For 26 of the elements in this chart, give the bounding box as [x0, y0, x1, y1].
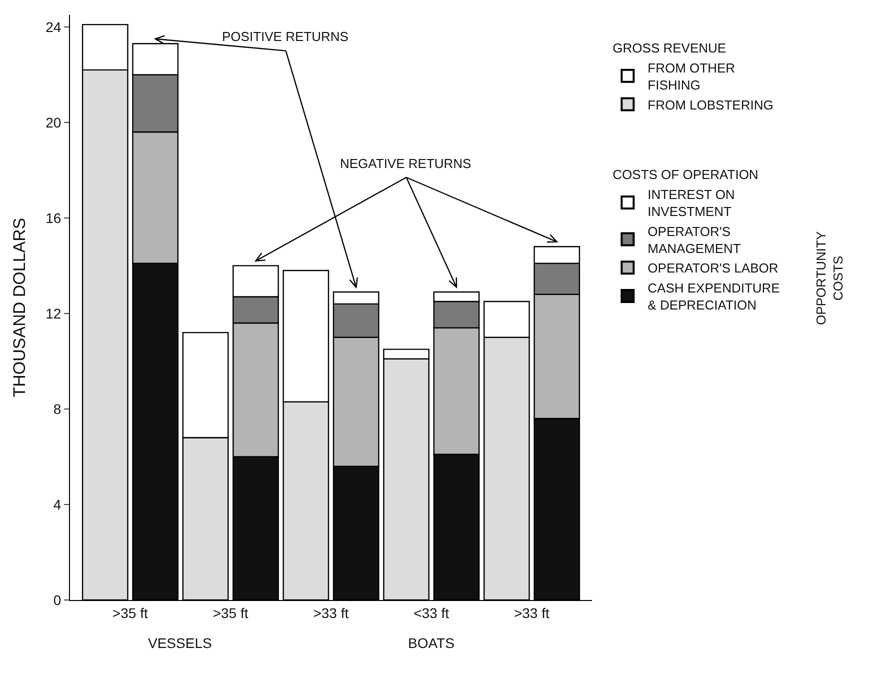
legend-label: OPERATOR'S MANAGEMENT — [648, 224, 741, 256]
x-tick-label: <33 ft — [414, 604, 450, 621]
y-tick-label: 0 — [53, 592, 62, 608]
legend-label: FROM OTHER FISHING — [648, 60, 736, 92]
text: OPPORTUNITY COSTS — [814, 231, 846, 326]
annotation: NEGATIVE RETURNS — [340, 156, 472, 171]
text: BOATS — [408, 635, 454, 651]
x-tick-label: >35 ft — [112, 604, 148, 621]
legend-label: INTEREST ON INVESTMENT — [648, 187, 735, 219]
text: VESSELS — [148, 635, 212, 651]
legend-label: CASH EXPENDITURE & DEPRECIATION — [648, 280, 780, 312]
annotation: POSITIVE RETURNS — [222, 29, 349, 44]
x-tick-label: >35 ft — [212, 604, 248, 621]
y-axis-title: THOUSAND DOLLARS — [10, 218, 30, 398]
y-tick-label: 24 — [46, 18, 62, 35]
legend-label: FROM LOBSTERING — [648, 97, 774, 112]
x-tick-label: >33 ft — [514, 604, 550, 621]
y-tick-label: 12 — [46, 305, 62, 322]
text: GROSS REVENUE — [612, 40, 726, 56]
y-tick-label: 16 — [46, 210, 62, 226]
y-tick-label: 8 — [53, 400, 62, 417]
legend-label: OPERATOR'S LABOR — [648, 260, 778, 276]
y-tick-label: 20 — [46, 114, 62, 130]
text: COSTS OF OPERATION — [612, 167, 758, 182]
x-tick-label: >33 ft — [313, 604, 349, 621]
y-tick-label: 4 — [53, 496, 62, 512]
